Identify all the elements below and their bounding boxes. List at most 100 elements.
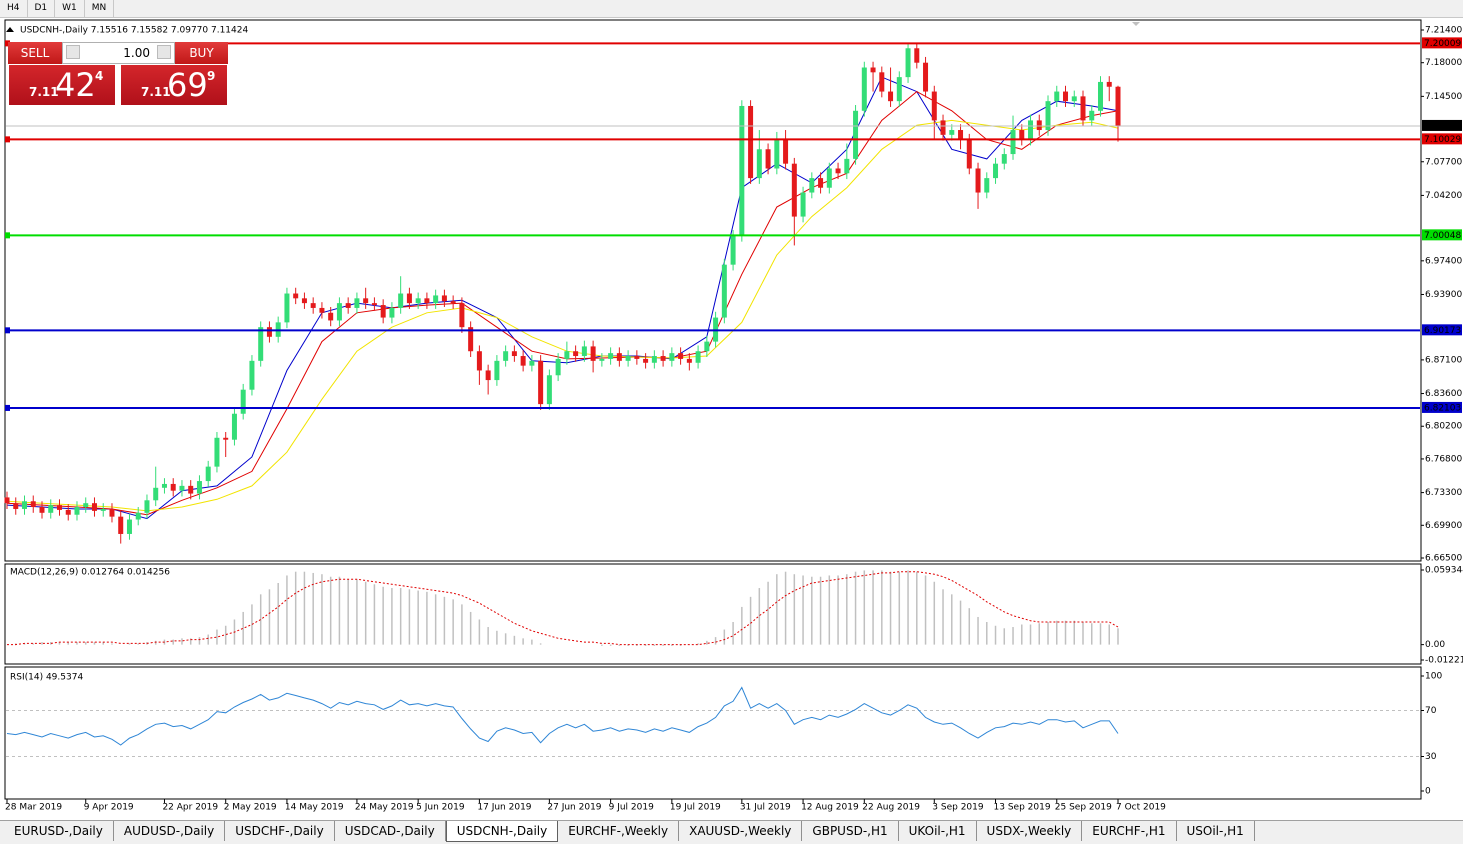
- candle-body: [511, 351, 517, 357]
- candle-body: [704, 341, 710, 352]
- y-tick-label: 7.07700: [1425, 157, 1462, 167]
- candle-body: [678, 353, 684, 359]
- lot-input[interactable]: 1.00: [62, 42, 175, 64]
- chart-tab[interactable]: USDX-,Weekly: [977, 821, 1083, 841]
- candle-body: [406, 293, 412, 304]
- chart-tab[interactable]: USOil-,H1: [1177, 821, 1255, 841]
- candle-body: [765, 149, 771, 169]
- chart-tabs: EURUSD-,Daily AUDUSD-,Daily USDCHF-,Daily U…: [0, 820, 1463, 844]
- candle-body: [1028, 120, 1034, 140]
- y-tick-label: 6.97400: [1425, 256, 1462, 266]
- level-handle: [5, 40, 10, 47]
- timeframe-button[interactable]: W1: [55, 0, 85, 17]
- candle-body: [870, 67, 876, 73]
- candle-body: [1115, 86, 1121, 127]
- chart-tab[interactable]: XAUUSD-,Weekly: [679, 821, 803, 841]
- last-price-box: [1422, 119, 1462, 131]
- candle-body: [931, 91, 937, 121]
- candle-body: [721, 264, 727, 318]
- candle-body: [21, 501, 27, 509]
- y-tick-label: 6.69900: [1425, 521, 1462, 531]
- one-click-trading: SELL 1.00 BUY 7.11 42 4 7.11 69 9: [8, 42, 228, 106]
- buy-price[interactable]: 7.11 69 9: [120, 64, 228, 106]
- candle-body: [354, 298, 360, 308]
- buy-button[interactable]: BUY: [175, 42, 228, 64]
- y-tick-label: 6.73300: [1425, 488, 1462, 498]
- price-panel: [4, 19, 1422, 562]
- candle-body: [800, 192, 806, 217]
- candle-body: [634, 356, 640, 359]
- chart-tab[interactable]: GBPUSD-,H1: [802, 821, 899, 841]
- candle-body: [1106, 81, 1112, 87]
- chart-tab[interactable]: USDCAD-,Daily: [335, 821, 446, 841]
- macd-title: MACD(12,26,9) 0.012764 0.014256: [10, 568, 170, 578]
- level-handle: [5, 232, 10, 239]
- y-tick-label: 70: [1425, 706, 1437, 716]
- candle-body: [1054, 91, 1060, 102]
- candle-body: [599, 358, 605, 361]
- x-tick-label: 9 Jul 2019: [609, 803, 654, 813]
- candle-body: [818, 178, 824, 188]
- level-label: 6.82103: [1424, 403, 1461, 413]
- price-pips: 42: [55, 66, 96, 104]
- candle-body: [30, 501, 36, 508]
- price-big: 7.11: [29, 85, 59, 99]
- candle-body: [415, 298, 421, 304]
- candle-body: [861, 67, 867, 111]
- candle-body: [13, 503, 19, 509]
- candle-body: [328, 312, 334, 321]
- candle-body: [581, 346, 587, 357]
- chart-tab[interactable]: EURCHF-,H1: [1082, 821, 1177, 841]
- y-tick-label: 100: [1425, 672, 1442, 682]
- lot-down[interactable]: [66, 45, 80, 59]
- x-tick-label: 27 Jun 2019: [547, 803, 601, 813]
- candle-body: [660, 356, 666, 361]
- candle-body: [616, 353, 622, 361]
- y-tick-label: 6.80200: [1425, 422, 1462, 432]
- chart-tab[interactable]: EURUSD-,Daily: [4, 821, 114, 841]
- candle-body: [835, 168, 841, 174]
- price-fraction: 4: [95, 69, 104, 83]
- chart-tab[interactable]: USDCNH-,Daily: [445, 821, 559, 842]
- candle-body: [651, 356, 657, 363]
- sell-price[interactable]: 7.11 42 4: [8, 64, 116, 106]
- candle-body: [695, 351, 701, 363]
- candle-body: [1089, 110, 1095, 121]
- shift-marker: [1132, 22, 1140, 26]
- level-box: [1422, 324, 1462, 336]
- candle-body: [231, 413, 237, 440]
- timeframe-button[interactable]: MN: [85, 0, 115, 17]
- chart-tab[interactable]: AUDUSD-,Daily: [114, 821, 226, 841]
- candle-body: [564, 351, 570, 359]
- lot-up[interactable]: [157, 45, 171, 59]
- candle-body: [301, 298, 307, 304]
- candle-body: [923, 62, 929, 92]
- candle-body: [100, 508, 106, 511]
- candle-body: [993, 163, 999, 179]
- last-price-label: 7.11424: [1424, 121, 1461, 131]
- candle-body: [450, 301, 456, 304]
- candle-body: [258, 327, 264, 361]
- chart-title: USDCNH-,Daily 7.15516 7.15582 7.09770 7.…: [20, 26, 248, 36]
- candle-body: [756, 149, 762, 179]
- x-tick-label: 5 Jun 2019: [416, 803, 465, 813]
- candle-body: [74, 507, 80, 515]
- sell-button[interactable]: SELL: [8, 42, 62, 64]
- chart-tab[interactable]: UKOil-,H1: [899, 821, 977, 841]
- candle-body: [266, 327, 272, 337]
- candle-body: [380, 305, 386, 318]
- x-tick-label: 14 May 2019: [285, 803, 344, 813]
- candle-body: [345, 303, 351, 308]
- timeframe-button[interactable]: D1: [28, 0, 56, 17]
- level-label: 7.20009: [1424, 39, 1461, 49]
- candle-body: [826, 168, 832, 188]
- candle-body: [914, 48, 920, 63]
- candle-body: [844, 158, 850, 174]
- chart-tab[interactable]: EURCHF-,Weekly: [558, 821, 680, 841]
- candle-body: [240, 389, 246, 414]
- candle-body: [188, 485, 194, 494]
- timeframe-button[interactable]: H4: [0, 0, 28, 17]
- chart-tab[interactable]: USDCHF-,Daily: [225, 821, 335, 841]
- candle-body: [126, 519, 132, 534]
